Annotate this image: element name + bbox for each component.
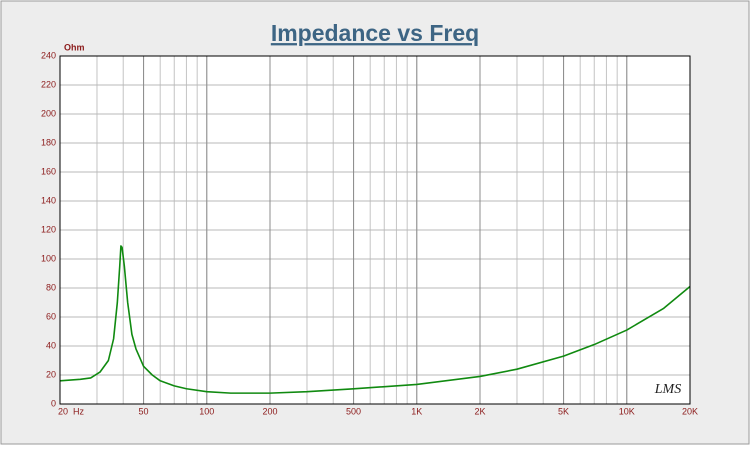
y-tick-label: 220 xyxy=(41,79,56,89)
x-tick-label: 20 Hz xyxy=(58,406,85,416)
impedance-line xyxy=(59,245,691,394)
y-tick-label: 40 xyxy=(46,340,56,350)
x-tick-label: 100 xyxy=(199,406,214,416)
y-tick-label: 20 xyxy=(46,369,56,379)
y-tick-label: 100 xyxy=(41,253,56,263)
x-tick-label: 500 xyxy=(346,406,361,416)
y-tick-label: 180 xyxy=(41,137,56,147)
y-tick-label: 160 xyxy=(41,166,56,176)
x-tick-label: 10K xyxy=(619,406,635,416)
y-tick-label: 60 xyxy=(46,311,56,321)
y-tick-label: 240 xyxy=(41,50,56,60)
x-tick-label: 200 xyxy=(262,406,277,416)
chart-title: Impedance vs Freq xyxy=(271,20,479,46)
x-tick-label: 20K xyxy=(682,406,698,416)
plot-border xyxy=(59,55,691,405)
x-tick-label: 1K xyxy=(411,406,422,416)
y-tick-label: 80 xyxy=(46,282,56,292)
y-tick-label: 120 xyxy=(41,224,56,234)
watermark: LMS xyxy=(654,382,681,397)
y-tick-label: 0 xyxy=(51,398,56,408)
x-tick-label: 5K xyxy=(558,406,569,416)
y-axis-label: Ohm xyxy=(64,42,85,52)
x-tick-label: 2K xyxy=(474,406,485,416)
x-tick-label: 50 xyxy=(139,406,149,416)
y-tick-label: 140 xyxy=(41,195,56,205)
y-tick-label: 200 xyxy=(41,108,56,118)
